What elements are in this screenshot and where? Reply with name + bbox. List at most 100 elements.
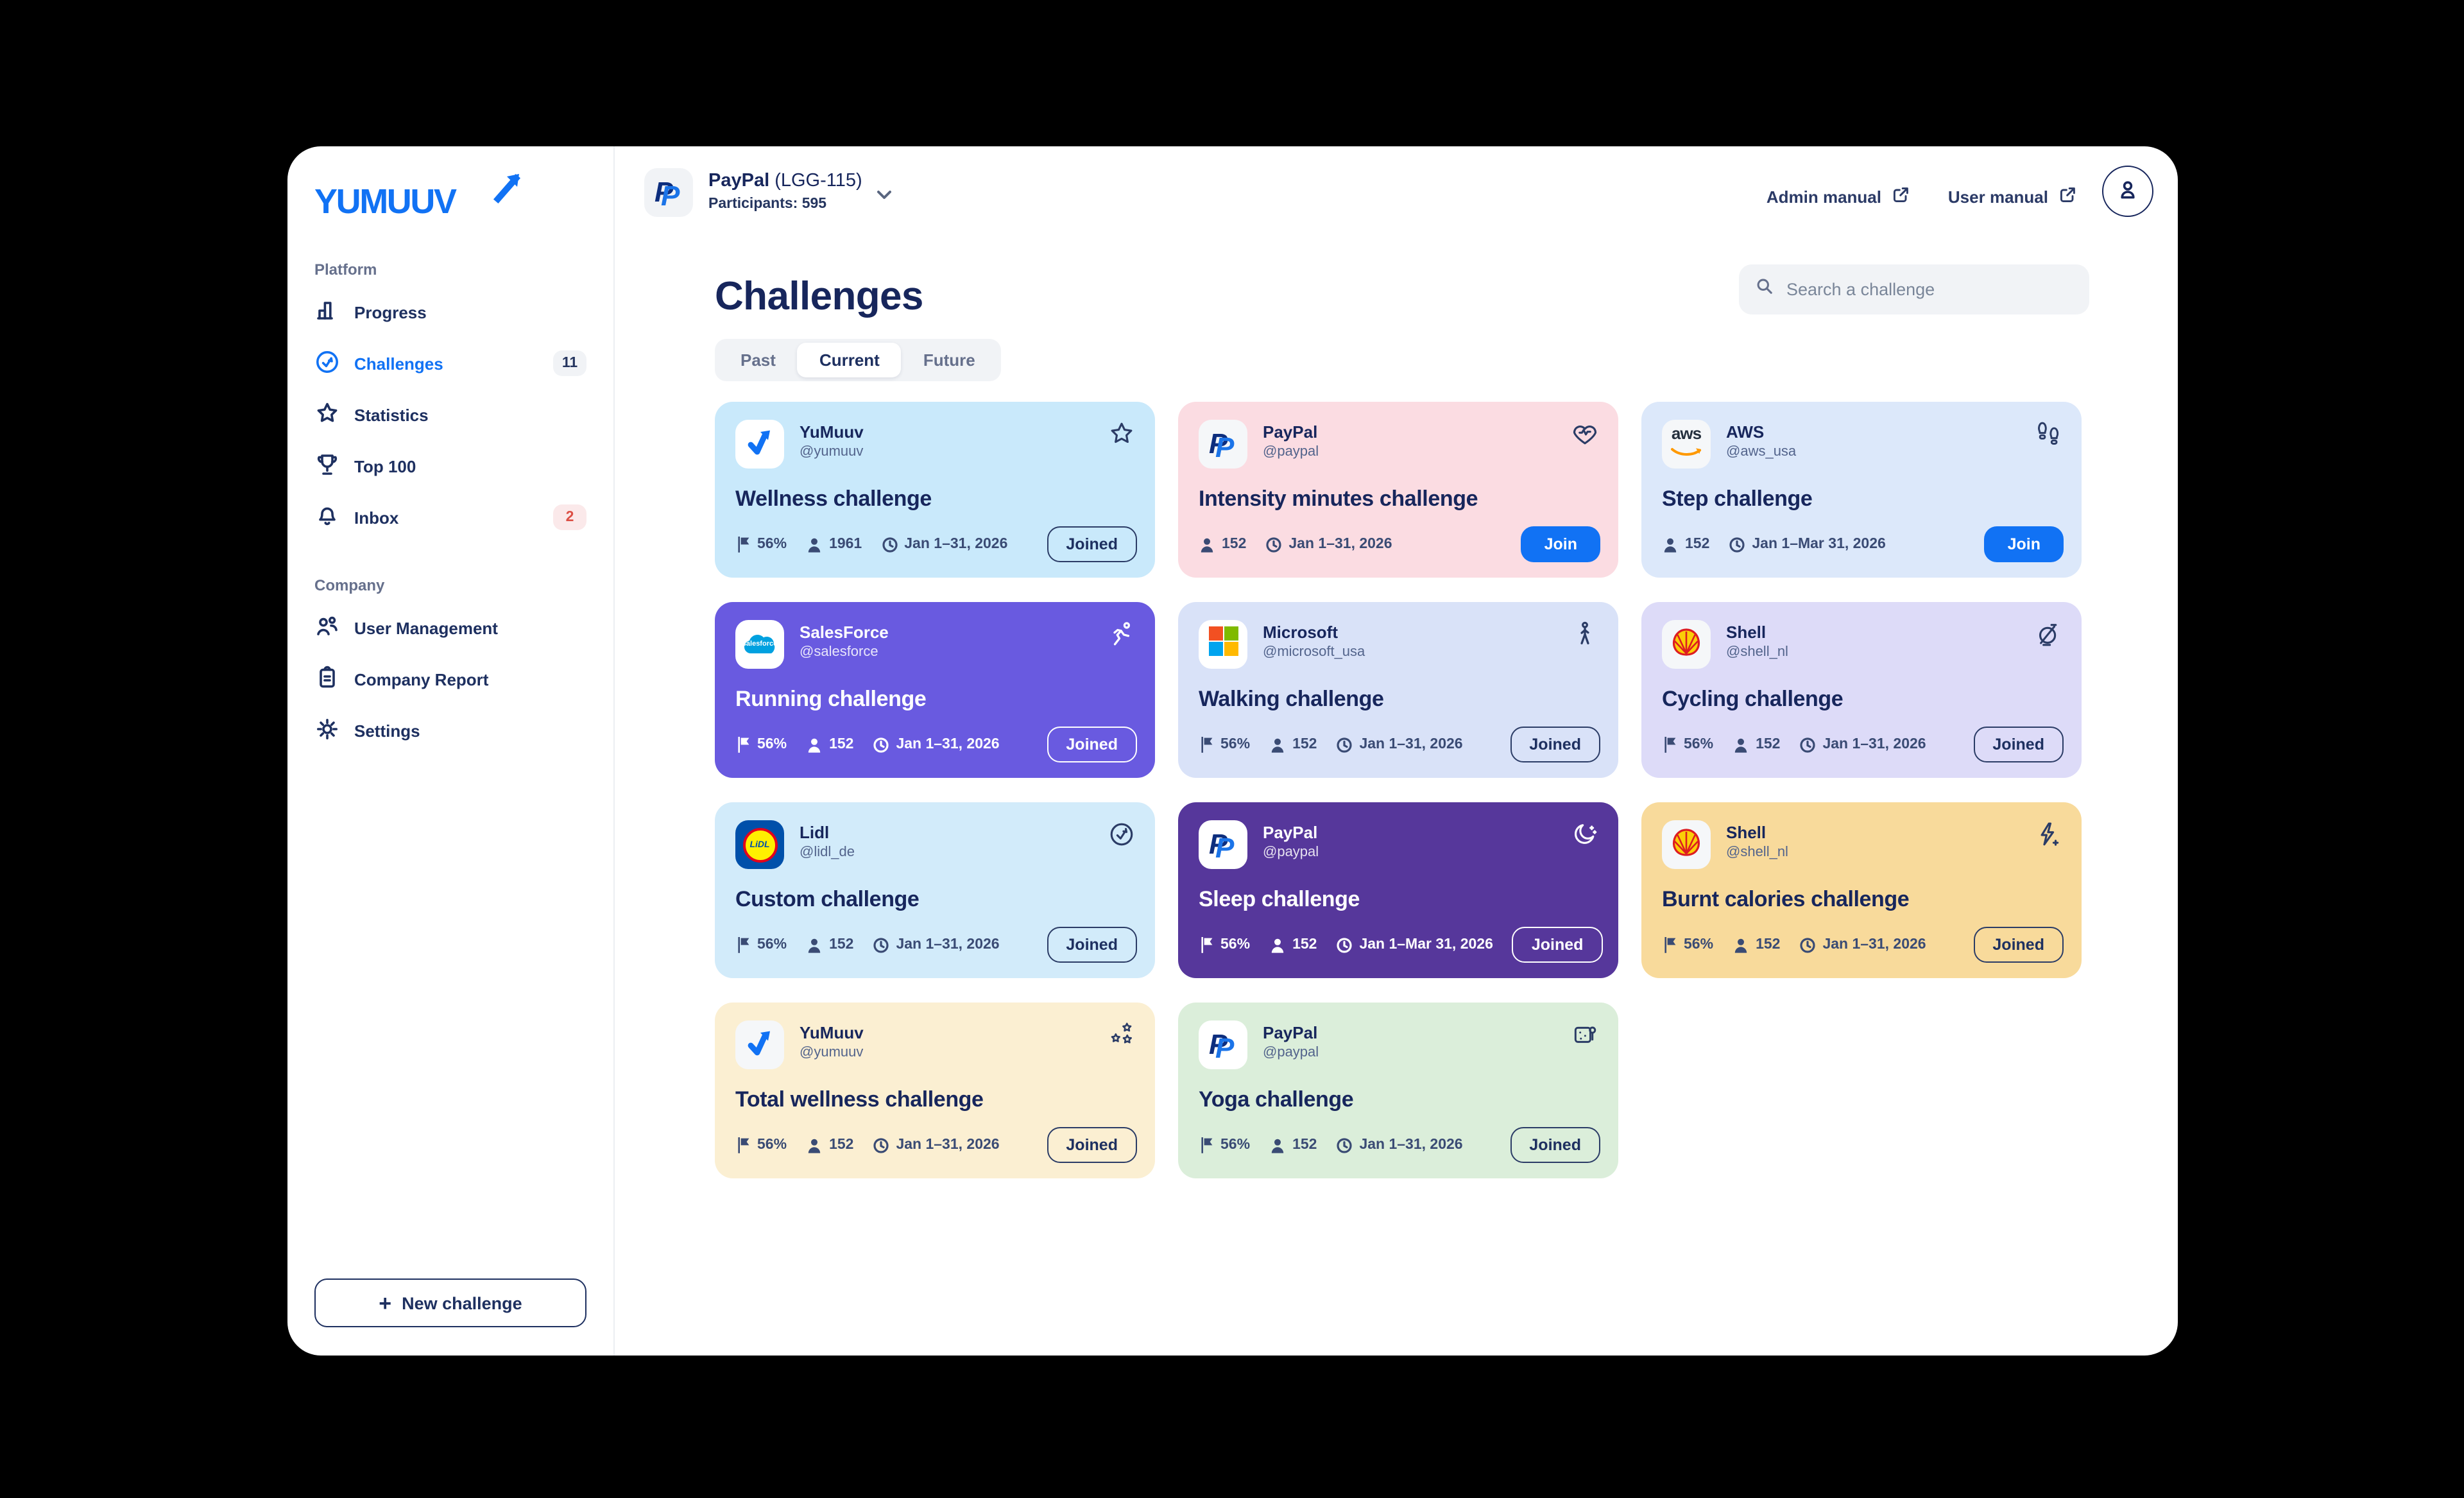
new-challenge-label: New challenge — [402, 1293, 522, 1313]
org-handle: @shell_nl — [1726, 845, 1788, 860]
join-button[interactable]: Join — [1521, 526, 1600, 562]
challenge-title: Yoga challenge — [1199, 1087, 1354, 1112]
participants-stat: 152 — [1269, 1137, 1317, 1153]
challenge-title: Wellness challenge — [735, 486, 932, 511]
page-title: Challenges — [715, 273, 923, 318]
progress-stat: 56% — [1662, 936, 1713, 954]
company-selector-name[interactable]: PayPal (LGG-115) — [708, 171, 862, 191]
footprints-icon — [2034, 420, 2062, 454]
company-participants: Participants: 595 — [708, 196, 827, 212]
joined-button[interactable]: Joined — [1047, 526, 1137, 562]
sidebar-item-progress[interactable]: Progress — [314, 286, 586, 338]
plus-icon: + — [379, 1291, 392, 1315]
joined-button[interactable]: Joined — [1047, 727, 1137, 762]
org-handle: @aws_usa — [1726, 444, 1797, 460]
microsoft-logo-icon — [1208, 626, 1238, 662]
search-box[interactable] — [1739, 264, 2089, 314]
challenge-card-cycling[interactable]: Shell @shell_nl Cycling challenge 56% 152… — [1641, 602, 2082, 778]
org-logo-tile: aws — [1662, 420, 1711, 469]
search-icon — [1754, 276, 1775, 303]
challenge-card-burnt-calories[interactable]: Shell @shell_nl Burnt calories challenge … — [1641, 802, 2082, 978]
challenge-card-step[interactable]: aws AWS @aws_usa Step challenge 152 Jan 1… — [1641, 402, 2082, 578]
sidebar-item-top-100[interactable]: Top 100 — [314, 440, 586, 492]
participants-stat: 152 — [1733, 736, 1780, 753]
org-logo-tile — [735, 1020, 784, 1069]
tab-future[interactable]: Future — [923, 350, 975, 370]
sidebar-item-statistics[interactable]: Statistics — [314, 389, 586, 440]
joined-button[interactable]: Joined — [1047, 1127, 1137, 1163]
new-challenge-button[interactable]: + New challenge — [314, 1278, 586, 1327]
org-name: Microsoft — [1263, 623, 1338, 642]
joined-button[interactable]: Joined — [1512, 927, 1603, 963]
heart-pulse-icon — [1571, 420, 1599, 454]
aws-logo-icon: aws — [1670, 424, 1703, 464]
tab-past[interactable]: Past — [740, 350, 776, 370]
challenge-card-wellness[interactable]: YuMuuv @yumuuv Wellness challenge 56% 196… — [715, 402, 1155, 578]
join-button[interactable]: Join — [1984, 526, 2064, 562]
org-handle: @yumuuv — [800, 1045, 864, 1060]
joined-button[interactable]: Joined — [1973, 727, 2064, 762]
joined-button[interactable]: Joined — [1510, 1127, 1600, 1163]
sidebar: YUMUUV Platform Progress Challenges 11 S… — [287, 146, 615, 1356]
star-icon — [314, 400, 340, 429]
sidebar-item-company-report[interactable]: Company Report — [314, 653, 586, 705]
bolt-plus-icon — [2034, 820, 2062, 855]
participants-stat: 152 — [1269, 936, 1317, 953]
user-manual-link[interactable]: User manual — [1948, 185, 2078, 209]
shell-logo-icon — [1670, 826, 1703, 863]
inbox-count-badge: 2 — [553, 504, 586, 530]
profile-avatar-button[interactable] — [2102, 166, 2153, 217]
joined-button[interactable]: Joined — [1510, 727, 1600, 762]
check-circle-icon — [1108, 820, 1136, 855]
sidebar-item-label: Inbox — [354, 508, 399, 527]
challenge-grid: YuMuuv @yumuuv Wellness challenge 56% 196… — [715, 402, 2082, 1178]
dates-stat: Jan 1–Mar 31, 2026 — [1729, 536, 1886, 553]
org-logo-tile: salesforce — [735, 620, 784, 669]
sidebar-item-settings[interactable]: Settings — [314, 705, 586, 756]
joined-button[interactable]: Joined — [1973, 927, 2064, 963]
progress-stat: 56% — [735, 936, 787, 954]
challenge-card-custom[interactable]: LiDL Lidl @lidl_de Custom challenge 56% 1… — [715, 802, 1155, 978]
external-link-icon — [1890, 185, 1911, 209]
dates-stat: Jan 1–31, 2026 — [881, 536, 1007, 553]
challenges-count-badge: 11 — [553, 350, 586, 376]
search-input[interactable] — [1786, 280, 2074, 299]
yumuuv-logo-icon — [743, 1025, 776, 1065]
org-handle: @microsoft_usa — [1263, 644, 1365, 660]
clipboard-icon — [314, 664, 340, 694]
progress-stat: 56% — [1199, 936, 1250, 954]
admin-manual-link[interactable]: Admin manual — [1767, 185, 1911, 209]
joined-button[interactable]: Joined — [1047, 927, 1137, 963]
org-logo-tile — [735, 420, 784, 469]
dates-stat: Jan 1–31, 2026 — [873, 936, 1000, 953]
trophy-icon — [314, 451, 340, 481]
sidebar-item-inbox[interactable]: Inbox 2 — [314, 492, 586, 543]
user-manual-label: User manual — [1947, 187, 2048, 207]
participants-stat: 152 — [806, 736, 853, 753]
sidebar-item-user-management[interactable]: User Management — [314, 602, 586, 653]
challenge-card-total-wellness[interactable]: YuMuuv @yumuuv Total wellness challenge 5… — [715, 1003, 1155, 1178]
challenge-card-running[interactable]: salesforce SalesForce @salesforce Running… — [715, 602, 1155, 778]
progress-stat: 56% — [735, 736, 787, 753]
logo-arrow-icon — [492, 171, 525, 211]
challenge-card-walking[interactable]: Microsoft @microsoft_usa Walking challeng… — [1178, 602, 1618, 778]
star-icon — [1108, 420, 1136, 454]
check-circle-icon — [314, 349, 340, 378]
org-name: PayPal — [1263, 422, 1318, 442]
participants-stat: 152 — [1662, 536, 1709, 553]
tab-current[interactable]: Current — [797, 343, 902, 377]
org-name: YuMuuv — [800, 422, 864, 442]
chevron-down-icon[interactable] — [871, 182, 897, 214]
org-handle: @shell_nl — [1726, 644, 1788, 660]
org-name: SalesForce — [800, 623, 889, 642]
dates-stat: Jan 1–31, 2026 — [873, 1137, 1000, 1153]
sidebar-item-challenges[interactable]: Challenges 11 — [314, 338, 586, 389]
